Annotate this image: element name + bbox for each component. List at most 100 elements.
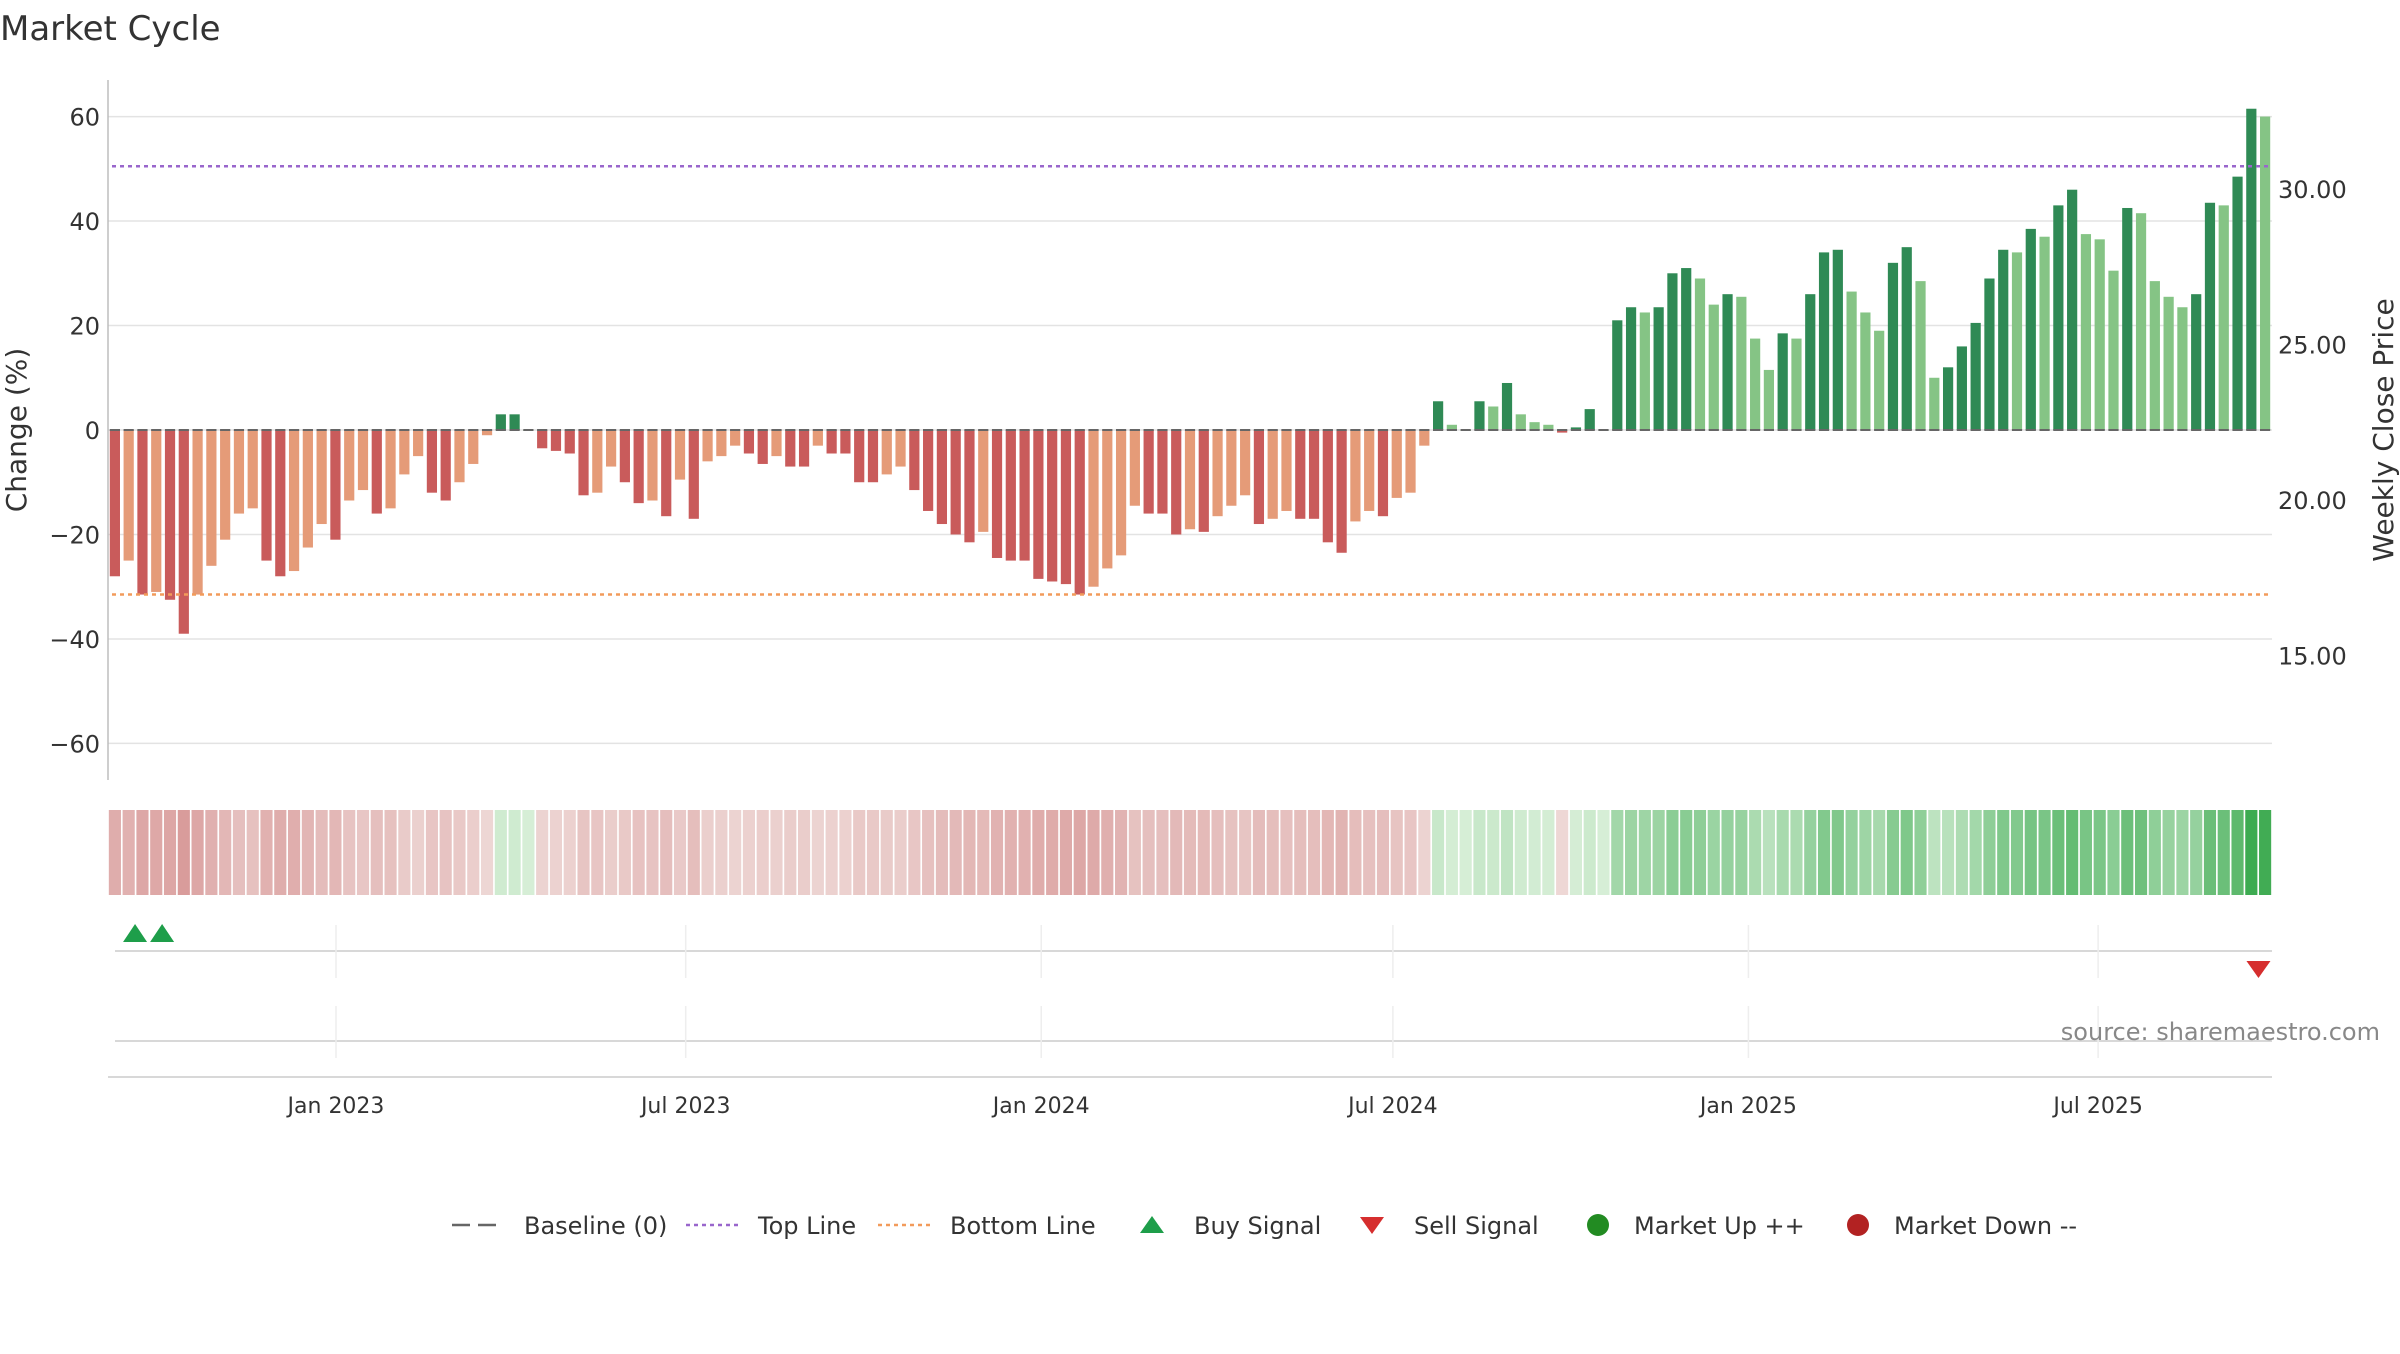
bar <box>1515 414 1526 430</box>
bar <box>1377 430 1389 517</box>
bar <box>1336 430 1347 553</box>
strip-cell <box>1487 810 1500 895</box>
bar <box>137 430 148 595</box>
bar <box>1984 278 1995 430</box>
strip-cell <box>1693 810 1707 895</box>
strip-cell <box>1873 810 1886 895</box>
bar <box>2094 239 2105 430</box>
strip-cell <box>701 810 714 895</box>
strip-cell <box>1239 810 1252 895</box>
bar <box>923 430 934 511</box>
bar <box>1805 294 1816 430</box>
y-axis-left-label: Change (%) <box>0 348 33 513</box>
strip-cell <box>1900 810 1913 895</box>
bar <box>1074 430 1085 595</box>
bar <box>192 430 203 595</box>
bar <box>1391 430 1402 498</box>
strip-cell <box>1942 810 1955 895</box>
strip-cell <box>1597 810 1610 895</box>
right-tick-label: 30.00 <box>2278 176 2347 204</box>
bar <box>1584 409 1595 430</box>
strip-cell <box>1225 810 1238 895</box>
strip-cell <box>1418 810 1431 895</box>
strip-cell <box>1735 810 1748 895</box>
x-tick-label: Jul 2025 <box>2051 1094 2143 1119</box>
strip-cell <box>1252 810 1265 895</box>
y-tick-label: 20 <box>69 313 100 341</box>
bar <box>1184 430 1196 530</box>
strip-cell <box>922 810 935 895</box>
strip-cell <box>177 810 190 895</box>
bar <box>1019 430 1030 561</box>
strip-cell <box>2052 810 2065 895</box>
bar <box>1281 430 1292 511</box>
strip-cell <box>2121 810 2134 895</box>
strip-cell <box>274 810 287 895</box>
bar <box>1625 307 1637 430</box>
bar <box>2108 270 2119 430</box>
strip-cell <box>1432 810 1445 895</box>
strip-cell <box>1625 810 1638 895</box>
strip-cell <box>549 810 563 895</box>
bar <box>344 430 355 501</box>
bar <box>1446 424 1457 430</box>
strip-cell <box>1707 810 1720 895</box>
strip-cell <box>122 810 135 895</box>
bars-layer <box>109 108 2271 634</box>
bar <box>1694 278 1706 430</box>
bar <box>1433 401 1444 430</box>
bar <box>1364 430 1375 511</box>
strip-cell <box>1059 810 1073 895</box>
strip-cell <box>853 810 866 895</box>
legend-label: Buy Signal <box>1194 1212 1321 1240</box>
bar <box>1198 430 1209 532</box>
x-tick-label: Jan 2025 <box>1698 1094 1797 1119</box>
bar <box>605 430 617 467</box>
bar <box>2246 108 2257 430</box>
strip-cell <box>577 810 590 895</box>
strip-cell <box>1280 810 1293 895</box>
legend: Baseline (0) Top Line Bottom Line Buy Signa… <box>452 1212 2077 1240</box>
legend-item: Sell Signal <box>1360 1212 1539 1240</box>
strip-cell <box>2245 810 2258 895</box>
strip-cell <box>963 810 976 895</box>
strip-cell <box>1721 810 1734 895</box>
bar <box>867 430 879 483</box>
axes-layer: 60 40 20 0 −20 −40 −60 30.00 25.00 20.00 15.00 <box>49 80 2347 780</box>
strip-cell <box>2162 810 2175 895</box>
bar <box>950 430 961 535</box>
bar <box>1005 430 1016 561</box>
y-tick-label: 40 <box>69 208 100 236</box>
bar <box>895 430 906 467</box>
strip-cell <box>563 810 576 895</box>
strip-cell <box>356 810 370 895</box>
bar <box>2067 189 2078 430</box>
bar <box>275 430 286 577</box>
bar <box>2232 176 2243 430</box>
strip-cell <box>1087 810 1100 895</box>
strip-cell <box>453 810 466 895</box>
signal-panel <box>115 924 2272 1058</box>
bar <box>1240 430 1251 496</box>
strip-cell <box>1638 810 1651 895</box>
strip-cell <box>1749 810 1762 895</box>
bar <box>385 430 396 509</box>
bar <box>440 430 451 501</box>
bar <box>1681 268 1692 430</box>
right-tick-label: 15.00 <box>2278 643 2347 671</box>
bar <box>1129 430 1140 506</box>
strip-cell <box>618 810 631 895</box>
bar <box>633 430 644 504</box>
bar <box>1736 296 1747 430</box>
bar <box>1047 430 1058 582</box>
strip-cell <box>715 810 728 895</box>
right-tick-label: 20.00 <box>2278 487 2347 515</box>
strip-cell <box>315 810 328 895</box>
legend-swatch <box>1587 1214 1609 1236</box>
strip-cell <box>1349 810 1362 895</box>
strip-cell <box>522 810 535 895</box>
bar <box>964 430 975 543</box>
bar <box>674 430 686 480</box>
sell-signal-marker <box>2246 961 2271 978</box>
